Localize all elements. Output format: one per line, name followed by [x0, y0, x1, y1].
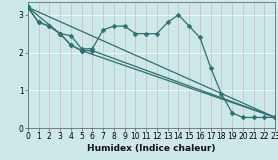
X-axis label: Humidex (Indice chaleur): Humidex (Indice chaleur) — [87, 144, 216, 153]
